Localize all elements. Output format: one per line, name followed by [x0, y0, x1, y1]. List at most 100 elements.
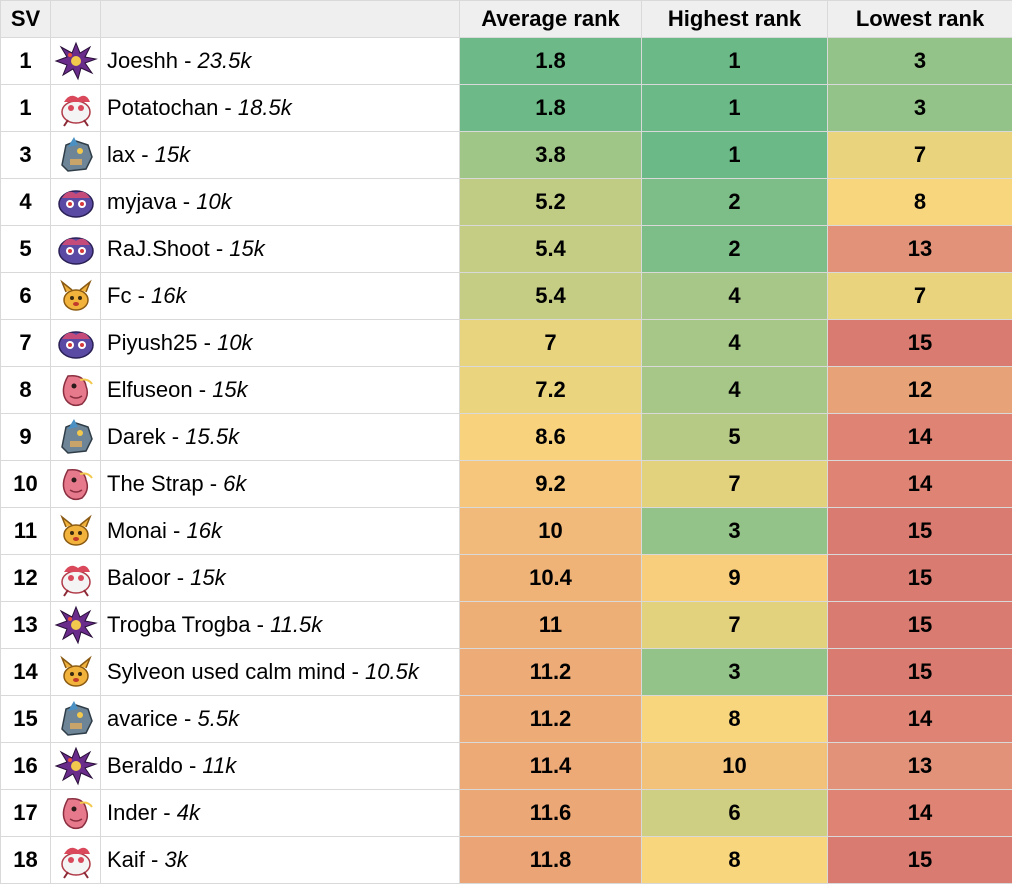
sv-cell[interactable]: 18	[0, 836, 51, 884]
highest-rank-cell[interactable]: 1	[641, 131, 828, 179]
lowest-rank-cell[interactable]: 15	[827, 319, 1012, 367]
sv-cell[interactable]: 6	[0, 272, 51, 320]
highest-rank-cell[interactable]: 4	[641, 366, 828, 414]
player-cell[interactable]: The Strap - 6k	[100, 460, 460, 508]
player-cell[interactable]: Sylveon used calm mind - 10.5k	[100, 648, 460, 696]
player-cell[interactable]: Joeshh - 23.5k	[100, 37, 460, 85]
highest-rank-cell[interactable]: 8	[641, 695, 828, 743]
highest-rank-cell[interactable]: 2	[641, 178, 828, 226]
highest-rank-cell[interactable]: 6	[641, 789, 828, 837]
lowest-rank-cell[interactable]: 15	[827, 554, 1012, 602]
average-rank-cell[interactable]: 5.2	[459, 178, 642, 226]
table-row[interactable]: 5 RaJ.Shoot - 15k 5.4 2 13	[0, 225, 1012, 273]
average-rank-cell[interactable]: 11.6	[459, 789, 642, 837]
sv-cell[interactable]: 1	[0, 84, 51, 132]
table-row[interactable]: 18 Kaif - 3k 11.8 8 15	[0, 836, 1012, 884]
table-row[interactable]: 11 Monai - 16k 10 3 15	[0, 507, 1012, 555]
sprite-cell[interactable]	[50, 836, 101, 884]
sprite-cell[interactable]	[50, 789, 101, 837]
player-cell[interactable]: Trogba Trogba - 11.5k	[100, 601, 460, 649]
player-cell[interactable]: lax - 15k	[100, 131, 460, 179]
sprite-cell[interactable]	[50, 601, 101, 649]
average-rank-cell[interactable]: 8.6	[459, 413, 642, 461]
player-cell[interactable]: myjava - 10k	[100, 178, 460, 226]
average-rank-cell[interactable]: 3.8	[459, 131, 642, 179]
average-rank-cell[interactable]: 7.2	[459, 366, 642, 414]
sv-cell[interactable]: 9	[0, 413, 51, 461]
sprite-cell[interactable]	[50, 507, 101, 555]
table-row[interactable]: 1 Potatochan - 18.5k 1.8 1 3	[0, 84, 1012, 132]
table-row[interactable]: 15 avarice - 5.5k 11.2 8 14	[0, 695, 1012, 743]
lowest-rank-cell[interactable]: 7	[827, 272, 1012, 320]
table-row[interactable]: 9 Darek - 15.5k 8.6 5 14	[0, 413, 1012, 461]
lowest-rank-cell[interactable]: 3	[827, 37, 1012, 85]
average-rank-cell[interactable]: 11.4	[459, 742, 642, 790]
average-rank-cell[interactable]: 1.8	[459, 37, 642, 85]
player-cell[interactable]: Elfuseon - 15k	[100, 366, 460, 414]
sv-cell[interactable]: 7	[0, 319, 51, 367]
highest-rank-cell[interactable]: 4	[641, 272, 828, 320]
highest-rank-cell[interactable]: 3	[641, 507, 828, 555]
sprite-cell[interactable]	[50, 695, 101, 743]
lowest-rank-cell[interactable]: 15	[827, 601, 1012, 649]
sprite-cell[interactable]	[50, 554, 101, 602]
average-rank-cell[interactable]: 1.8	[459, 84, 642, 132]
average-rank-cell[interactable]: 9.2	[459, 460, 642, 508]
sv-cell[interactable]: 3	[0, 131, 51, 179]
highest-rank-cell[interactable]: 1	[641, 84, 828, 132]
average-rank-cell[interactable]: 11.8	[459, 836, 642, 884]
lowest-rank-cell[interactable]: 14	[827, 413, 1012, 461]
average-rank-cell[interactable]: 10.4	[459, 554, 642, 602]
sv-cell[interactable]: 8	[0, 366, 51, 414]
highest-rank-cell[interactable]: 3	[641, 648, 828, 696]
highest-rank-cell[interactable]: 8	[641, 836, 828, 884]
sprite-cell[interactable]	[50, 742, 101, 790]
lowest-rank-cell[interactable]: 15	[827, 836, 1012, 884]
table-row[interactable]: 7 Piyush25 - 10k 7 4 15	[0, 319, 1012, 367]
sprite-cell[interactable]	[50, 648, 101, 696]
header-sv[interactable]: SV	[0, 0, 51, 38]
header-lowest-rank[interactable]: Lowest rank	[827, 0, 1012, 38]
header-average-rank[interactable]: Average rank	[459, 0, 642, 38]
header-highest-rank[interactable]: Highest rank	[641, 0, 828, 38]
highest-rank-cell[interactable]: 1	[641, 37, 828, 85]
average-rank-cell[interactable]: 7	[459, 319, 642, 367]
sprite-cell[interactable]	[50, 225, 101, 273]
sprite-cell[interactable]	[50, 460, 101, 508]
header-player[interactable]	[100, 0, 460, 38]
player-cell[interactable]: avarice - 5.5k	[100, 695, 460, 743]
table-row[interactable]: 12 Baloor - 15k 10.4 9 15	[0, 554, 1012, 602]
sv-cell[interactable]: 13	[0, 601, 51, 649]
highest-rank-cell[interactable]: 10	[641, 742, 828, 790]
highest-rank-cell[interactable]: 9	[641, 554, 828, 602]
player-cell[interactable]: RaJ.Shoot - 15k	[100, 225, 460, 273]
table-row[interactable]: 17 Inder - 4k 11.6 6 14	[0, 789, 1012, 837]
table-row[interactable]: 16 Beraldo - 11k 11.4 10 13	[0, 742, 1012, 790]
sv-cell[interactable]: 15	[0, 695, 51, 743]
table-row[interactable]: 1 Joeshh - 23.5k 1.8 1 3	[0, 37, 1012, 85]
average-rank-cell[interactable]: 11	[459, 601, 642, 649]
sprite-cell[interactable]	[50, 366, 101, 414]
player-cell[interactable]: Inder - 4k	[100, 789, 460, 837]
sprite-cell[interactable]	[50, 131, 101, 179]
sv-cell[interactable]: 11	[0, 507, 51, 555]
player-cell[interactable]: Kaif - 3k	[100, 836, 460, 884]
lowest-rank-cell[interactable]: 14	[827, 695, 1012, 743]
sprite-cell[interactable]	[50, 37, 101, 85]
table-row[interactable]: 4 myjava - 10k 5.2 2 8	[0, 178, 1012, 226]
sv-cell[interactable]: 1	[0, 37, 51, 85]
player-cell[interactable]: Beraldo - 11k	[100, 742, 460, 790]
highest-rank-cell[interactable]: 7	[641, 601, 828, 649]
sprite-cell[interactable]	[50, 84, 101, 132]
average-rank-cell[interactable]: 10	[459, 507, 642, 555]
table-row[interactable]: 3 lax - 15k 3.8 1 7	[0, 131, 1012, 179]
sv-cell[interactable]: 10	[0, 460, 51, 508]
lowest-rank-cell[interactable]: 13	[827, 742, 1012, 790]
highest-rank-cell[interactable]: 2	[641, 225, 828, 273]
table-row[interactable]: 6 Fc - 16k 5.4 4 7	[0, 272, 1012, 320]
lowest-rank-cell[interactable]: 14	[827, 789, 1012, 837]
sv-cell[interactable]: 16	[0, 742, 51, 790]
average-rank-cell[interactable]: 5.4	[459, 225, 642, 273]
lowest-rank-cell[interactable]: 15	[827, 507, 1012, 555]
table-row[interactable]: 14 Sylveon used calm mind - 10.5k 11.2 3 15	[0, 648, 1012, 696]
